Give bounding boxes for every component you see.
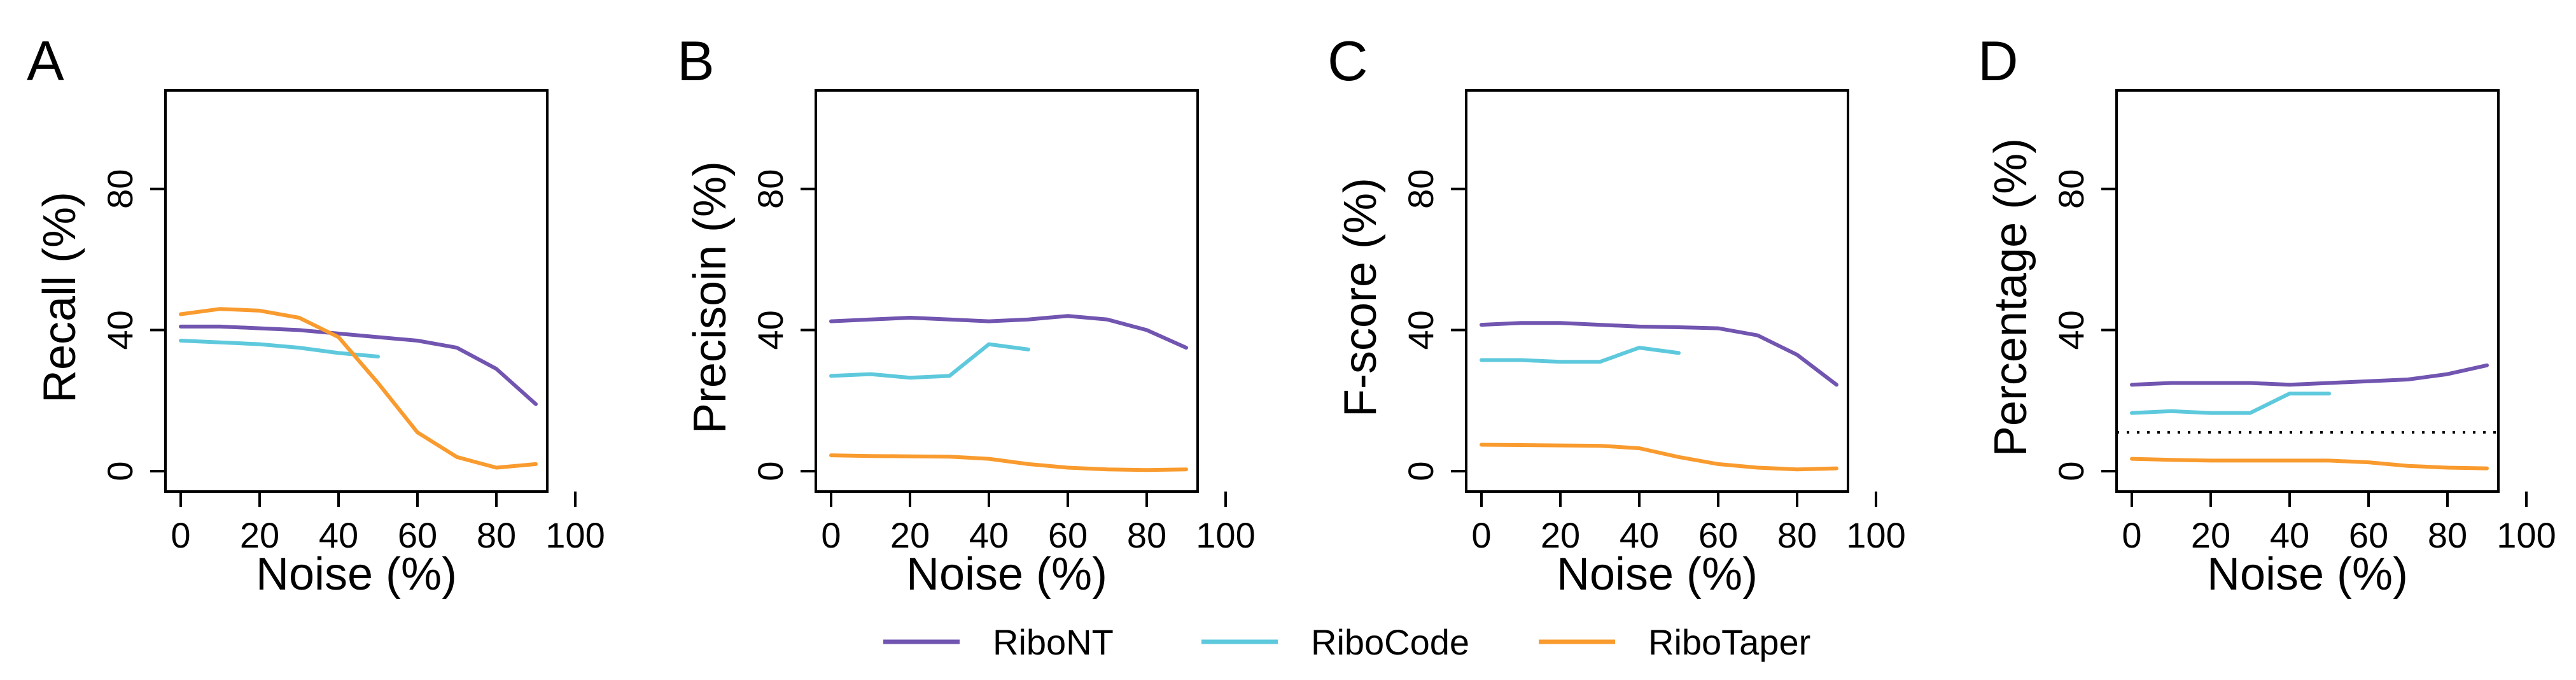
x-tick-label: 80	[2428, 515, 2467, 555]
y-tick-label: 40	[750, 310, 790, 350]
series-line-ribocode	[829, 342, 1030, 380]
legend-item-ribotaper: RiboTaper	[1539, 622, 1810, 662]
x-axis-title: Noise (%)	[906, 549, 1107, 600]
legend-item-ribocode: RiboCode	[1201, 622, 1469, 662]
plot-frame	[164, 89, 549, 493]
y-tick-label: 40	[2051, 310, 2091, 350]
panel-c: C 0 20 40 60 80 100 0 40 80 Noise (%) F-score (%)	[1327, 29, 1906, 600]
y-tick-label: 40	[100, 310, 140, 350]
x-tick-label: 80	[1127, 515, 1166, 555]
legend-label: RiboTaper	[1648, 622, 1810, 662]
x-tick-label: 60	[1048, 515, 1088, 555]
x-axis-title: Noise (%)	[2207, 549, 2408, 600]
x-tick-label: 100	[1846, 515, 1905, 555]
legend-label: RiboNT	[993, 622, 1114, 662]
y-tick-label: 0	[1401, 461, 1441, 481]
panel-letter: D	[1978, 29, 2019, 92]
series-line-ribocode	[179, 339, 380, 358]
panel-letter: C	[1327, 29, 1368, 92]
x-tick-label: 0	[171, 515, 190, 555]
x-tick-label: 40	[319, 515, 358, 555]
y-axis-title: Recall (%)	[34, 192, 85, 403]
x-axis-title: Noise (%)	[1557, 549, 1758, 600]
y-tick-label: 0	[750, 461, 790, 481]
x-tick-label: 60	[1698, 515, 1738, 555]
series-line-ribocode	[2130, 392, 2331, 415]
panel-a: A 0 20 40 60 80 100 0 40 80 Noise (%) Recall (%)	[27, 29, 605, 600]
panel-b: B 0 20 40 60 80 100 0 40 80 Noise (%) Precisoin (%)	[677, 29, 1256, 600]
plot-frame	[2115, 89, 2500, 493]
y-tick-label: 80	[2051, 169, 2091, 209]
x-tick-label: 80	[477, 515, 516, 555]
panel-letter: B	[677, 29, 715, 92]
series-line-ribotaper	[829, 453, 1188, 472]
series-line-ribotaper	[1480, 443, 1838, 472]
y-tick-label: 0	[2051, 461, 2091, 481]
series-line-ribont	[1480, 321, 1838, 387]
plot-frame	[1465, 89, 1849, 493]
x-axis-title: Noise (%)	[256, 549, 457, 600]
x-tick-label: 20	[2191, 515, 2230, 555]
x-tick-label: 60	[2349, 515, 2388, 555]
y-tick-label: 80	[750, 169, 790, 209]
x-tick-label: 20	[890, 515, 930, 555]
series-line-ribont	[2130, 363, 2489, 387]
x-tick-label: 20	[1541, 515, 1580, 555]
x-tick-label: 100	[2496, 515, 2556, 555]
x-tick-label: 100	[1196, 515, 1255, 555]
y-tick-label: 0	[100, 461, 140, 481]
y-axis-title: Percentage (%)	[1985, 138, 2036, 457]
x-tick-label: 60	[398, 515, 437, 555]
series-line-ribotaper	[179, 307, 538, 470]
x-tick-label: 20	[240, 515, 279, 555]
x-tick-label: 40	[1620, 515, 1659, 555]
legend-label: RiboCode	[1311, 622, 1469, 662]
panel-letter: A	[27, 29, 64, 92]
x-tick-label: 40	[969, 515, 1009, 555]
x-tick-label: 80	[1777, 515, 1817, 555]
x-tick-label: 0	[821, 515, 841, 555]
chart-panels: A 0 20 40 60 80 100 0 40 80 Noise (%) Recall (%) B 0 2…	[27, 29, 2556, 600]
x-tick-label: 0	[2122, 515, 2141, 555]
series-line-ribotaper	[2130, 457, 2489, 471]
series-line-ribont	[179, 324, 538, 406]
legend-item-ribont: RiboNT	[883, 622, 1114, 662]
panel-d: D 0 20 40 60 80 100 0 40 80 Noise (%) Percentage (%…	[1978, 29, 2556, 600]
plot-frame	[815, 89, 1199, 493]
series-line-ribont	[829, 314, 1188, 350]
legend: RiboNT RiboCode RiboTaper	[883, 622, 1810, 662]
y-axis-title: Precisoin (%)	[685, 161, 736, 434]
y-tick-label: 40	[1401, 310, 1441, 350]
x-tick-label: 40	[2270, 515, 2309, 555]
y-tick-label: 80	[100, 169, 140, 209]
x-tick-label: 100	[545, 515, 605, 555]
y-tick-label: 80	[1401, 169, 1441, 209]
y-axis-title: F-score (%)	[1335, 178, 1386, 417]
x-tick-label: 0	[1471, 515, 1491, 555]
series-line-ribocode	[1480, 346, 1681, 364]
